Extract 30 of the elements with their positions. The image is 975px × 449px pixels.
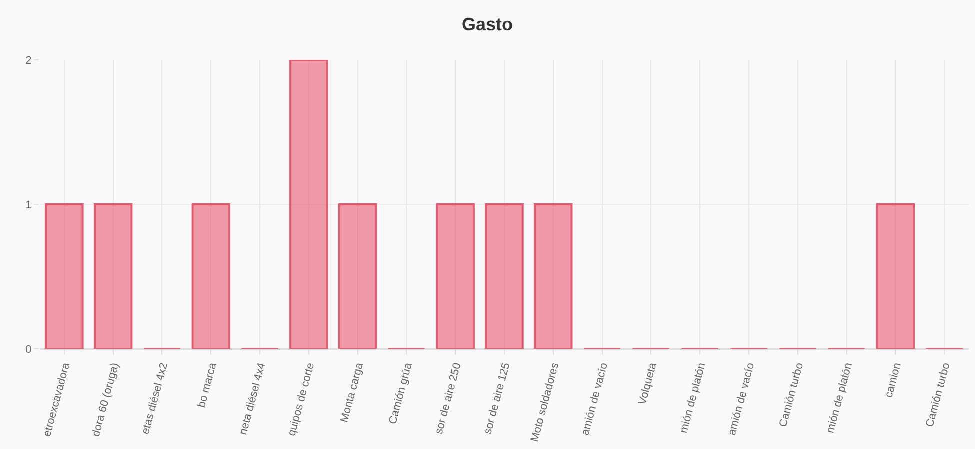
x-tick-label: amión de vacío bbox=[726, 362, 758, 437]
bar bbox=[338, 204, 378, 349]
bar bbox=[290, 60, 328, 349]
x-tick-label: Camión grúa bbox=[387, 360, 416, 426]
x-tick-label: quipos de corte bbox=[286, 362, 318, 438]
y-tick-label: 1 bbox=[26, 199, 32, 212]
x-tick-label: sor de aire 250 bbox=[433, 362, 464, 436]
x-tick-label: Camión turbo bbox=[924, 362, 953, 429]
bar bbox=[94, 204, 133, 349]
chart-title: Gasto bbox=[462, 14, 514, 35]
bar bbox=[436, 204, 475, 349]
x-tick-label: mión de platón bbox=[678, 362, 708, 435]
x-tick-label: amión de vacío bbox=[580, 362, 610, 437]
x-tick-label: sor de aire 125 bbox=[482, 362, 513, 436]
bar bbox=[192, 204, 230, 349]
x-tick-label: neta diésel 4x4 bbox=[237, 362, 268, 436]
x-tick-label: dora 60 (oruga) bbox=[90, 362, 122, 438]
y-tick-label: 0 bbox=[26, 344, 32, 356]
x-tick-label: mión de platón bbox=[824, 362, 855, 435]
x-tick-label: Camión turbo bbox=[777, 362, 806, 429]
bar bbox=[534, 204, 573, 349]
x-tick-label: camion bbox=[883, 362, 904, 400]
x-tick-label: Volqueta bbox=[636, 360, 660, 406]
y-tick-label: 2 bbox=[26, 54, 32, 67]
bar bbox=[45, 204, 84, 349]
bar bbox=[485, 204, 524, 349]
x-tick-label: bo marca bbox=[196, 360, 220, 410]
x-tick-label: etas diésel 4x2 bbox=[140, 362, 170, 436]
bar bbox=[876, 204, 915, 349]
x-tick-label: Monta carga bbox=[338, 360, 366, 424]
